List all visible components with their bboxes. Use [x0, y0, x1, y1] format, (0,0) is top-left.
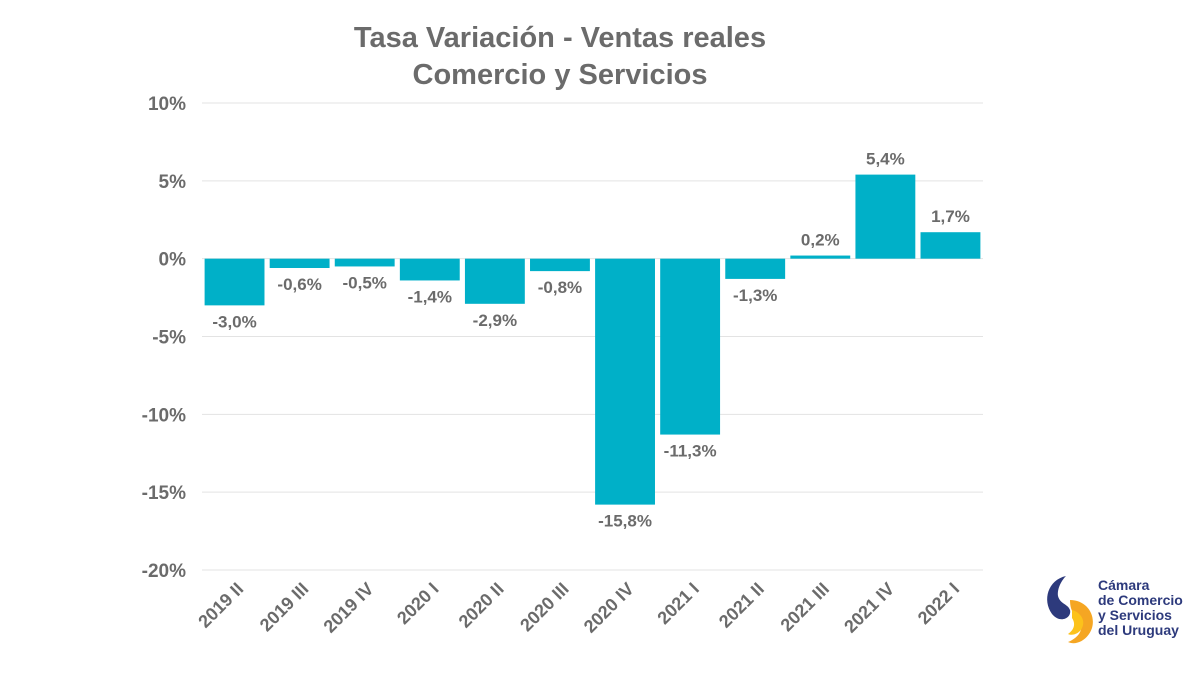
- bar: [530, 258, 590, 272]
- y-tick-label: -5%: [152, 328, 186, 349]
- y-tick-label: 0%: [159, 250, 187, 271]
- camara-comercio-logo: Cámara de Comercio y Servicios del Urugu…: [1042, 570, 1192, 650]
- x-tick-label: 2020 III: [516, 579, 573, 636]
- logo-line-4: del Uruguay: [1098, 622, 1179, 638]
- data-label: -1,4%: [408, 287, 452, 306]
- data-label: 0,2%: [801, 231, 840, 250]
- bar: [334, 258, 395, 267]
- bar: [204, 258, 265, 306]
- bar: [595, 258, 655, 505]
- chart-subtitle: Comercio y Servicios: [412, 59, 708, 91]
- bar: [790, 255, 851, 259]
- logo-text: Cámara de Comercio y Servicios del Urugu…: [1098, 578, 1183, 638]
- data-label: -0,8%: [538, 278, 582, 297]
- logo-line-1: Cámara: [1098, 577, 1150, 593]
- y-tick-label: -15%: [142, 483, 186, 504]
- x-tick-label: 2019 III: [256, 579, 313, 636]
- x-tick-label: 2020 I: [393, 579, 443, 629]
- data-label: -0,5%: [342, 273, 386, 292]
- x-tick-label: 2021 IV: [840, 579, 898, 637]
- y-tick-label: 10%: [148, 94, 186, 115]
- y-tick-label: -10%: [142, 405, 186, 426]
- bar: [464, 258, 525, 304]
- logo-line-2: de Comercio: [1098, 592, 1183, 608]
- data-label: 1,7%: [931, 207, 970, 226]
- x-tick-label: 2022 I: [914, 579, 964, 629]
- bar: [399, 258, 460, 281]
- bar: [269, 258, 330, 269]
- logo-line-3: y Servicios: [1098, 607, 1172, 623]
- x-tick-label: 2020 IV: [580, 579, 638, 637]
- bar: [920, 232, 981, 259]
- data-label: -15,8%: [598, 512, 652, 531]
- data-label: 5,4%: [866, 150, 905, 169]
- data-label: -11,3%: [664, 442, 717, 461]
- data-label: -2,9%: [473, 311, 517, 330]
- y-tick-label: 5%: [159, 172, 187, 193]
- x-tick-label: 2019 IV: [320, 579, 378, 637]
- chart-title: Tasa Variación - Ventas reales: [353, 22, 767, 54]
- data-label: -3,0%: [212, 312, 256, 331]
- x-tick-label: 2021 II: [715, 579, 768, 632]
- bar: [855, 174, 916, 259]
- x-tick-label: 2019 II: [194, 579, 247, 632]
- data-label: -0,6%: [277, 275, 321, 294]
- y-tick-label: -20%: [142, 561, 186, 582]
- data-label: -1,3%: [733, 286, 777, 305]
- bar: [660, 258, 721, 435]
- logo-mark-icon: [1047, 576, 1093, 644]
- x-tick-label: 2021 III: [777, 579, 834, 636]
- x-tick-label: 2021 I: [653, 579, 703, 629]
- x-tick-label: 2020 II: [455, 579, 508, 632]
- bar: [725, 258, 786, 279]
